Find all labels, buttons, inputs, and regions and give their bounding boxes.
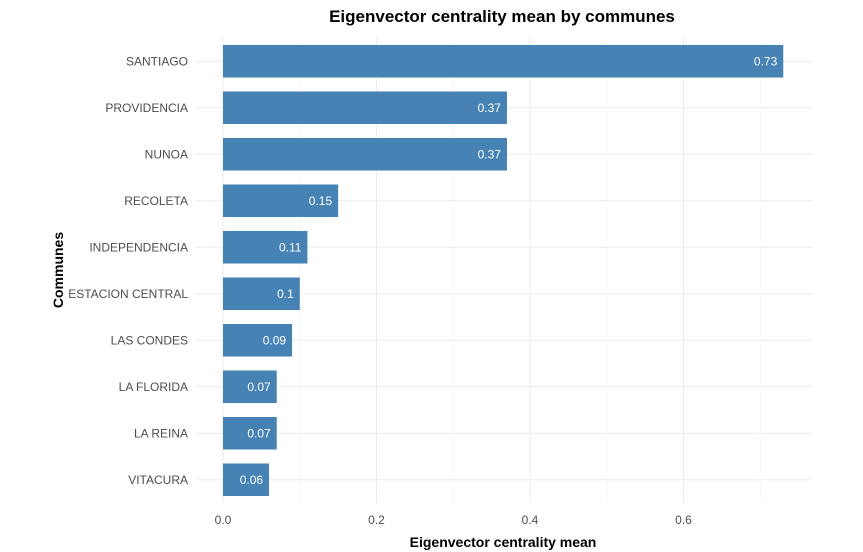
- data-label: 0.37: [478, 101, 502, 115]
- data-labels: 0.73 0.37 0.37 0.15 0.11 0.1 0.09 0.07 0.07 0.06: [240, 54, 778, 487]
- data-label: 0.06: [240, 473, 264, 487]
- category-label: INDEPENDENCIA: [89, 240, 188, 254]
- bars: [223, 44, 784, 497]
- x-tick-labels: 0.0 0.2 0.4 0.6: [215, 513, 693, 527]
- category-label: LAS CONDES: [111, 333, 188, 347]
- data-label: 0.1: [277, 287, 294, 301]
- bar: [223, 91, 507, 125]
- bar: [223, 416, 277, 450]
- data-label: 0.09: [263, 333, 287, 347]
- category-labels: SANTIAGO PROVIDENCIA NUNOA RECOLETA INDEPEND…: [68, 54, 188, 487]
- x-tick-label: 0.0: [215, 513, 232, 527]
- x-tick-label: 0.2: [368, 513, 385, 527]
- data-label: 0.73: [754, 54, 778, 68]
- bar: [223, 277, 300, 311]
- category-label: ESTACION CENTRAL: [68, 287, 188, 301]
- chart-title: Eigenvector centrality mean by communes: [329, 7, 675, 26]
- y-axis-title: Communes: [50, 232, 66, 308]
- bar: [223, 370, 277, 404]
- x-tick-label: 0.6: [675, 513, 692, 527]
- data-label: 0.11: [279, 240, 302, 254]
- category-label: LA REINA: [134, 426, 188, 440]
- bar: [223, 137, 507, 171]
- x-tick-label: 0.4: [522, 513, 539, 527]
- bar: [223, 323, 293, 357]
- category-label: PROVIDENCIA: [105, 101, 188, 115]
- x-axis-title: Eigenvector centrality mean: [410, 534, 597, 550]
- category-label: SANTIAGO: [126, 54, 188, 68]
- category-label: VITACURA: [128, 473, 188, 487]
- data-label: 0.07: [247, 380, 271, 394]
- data-label: 0.15: [309, 194, 333, 208]
- bar: [223, 230, 308, 264]
- bar: [223, 44, 784, 78]
- bar: [223, 463, 270, 497]
- category-label: RECOLETA: [124, 194, 188, 208]
- data-label: 0.07: [247, 426, 271, 440]
- bar: [223, 184, 339, 218]
- category-label: LA FLORIDA: [119, 380, 188, 394]
- category-label: NUNOA: [145, 147, 188, 161]
- data-label: 0.37: [478, 147, 502, 161]
